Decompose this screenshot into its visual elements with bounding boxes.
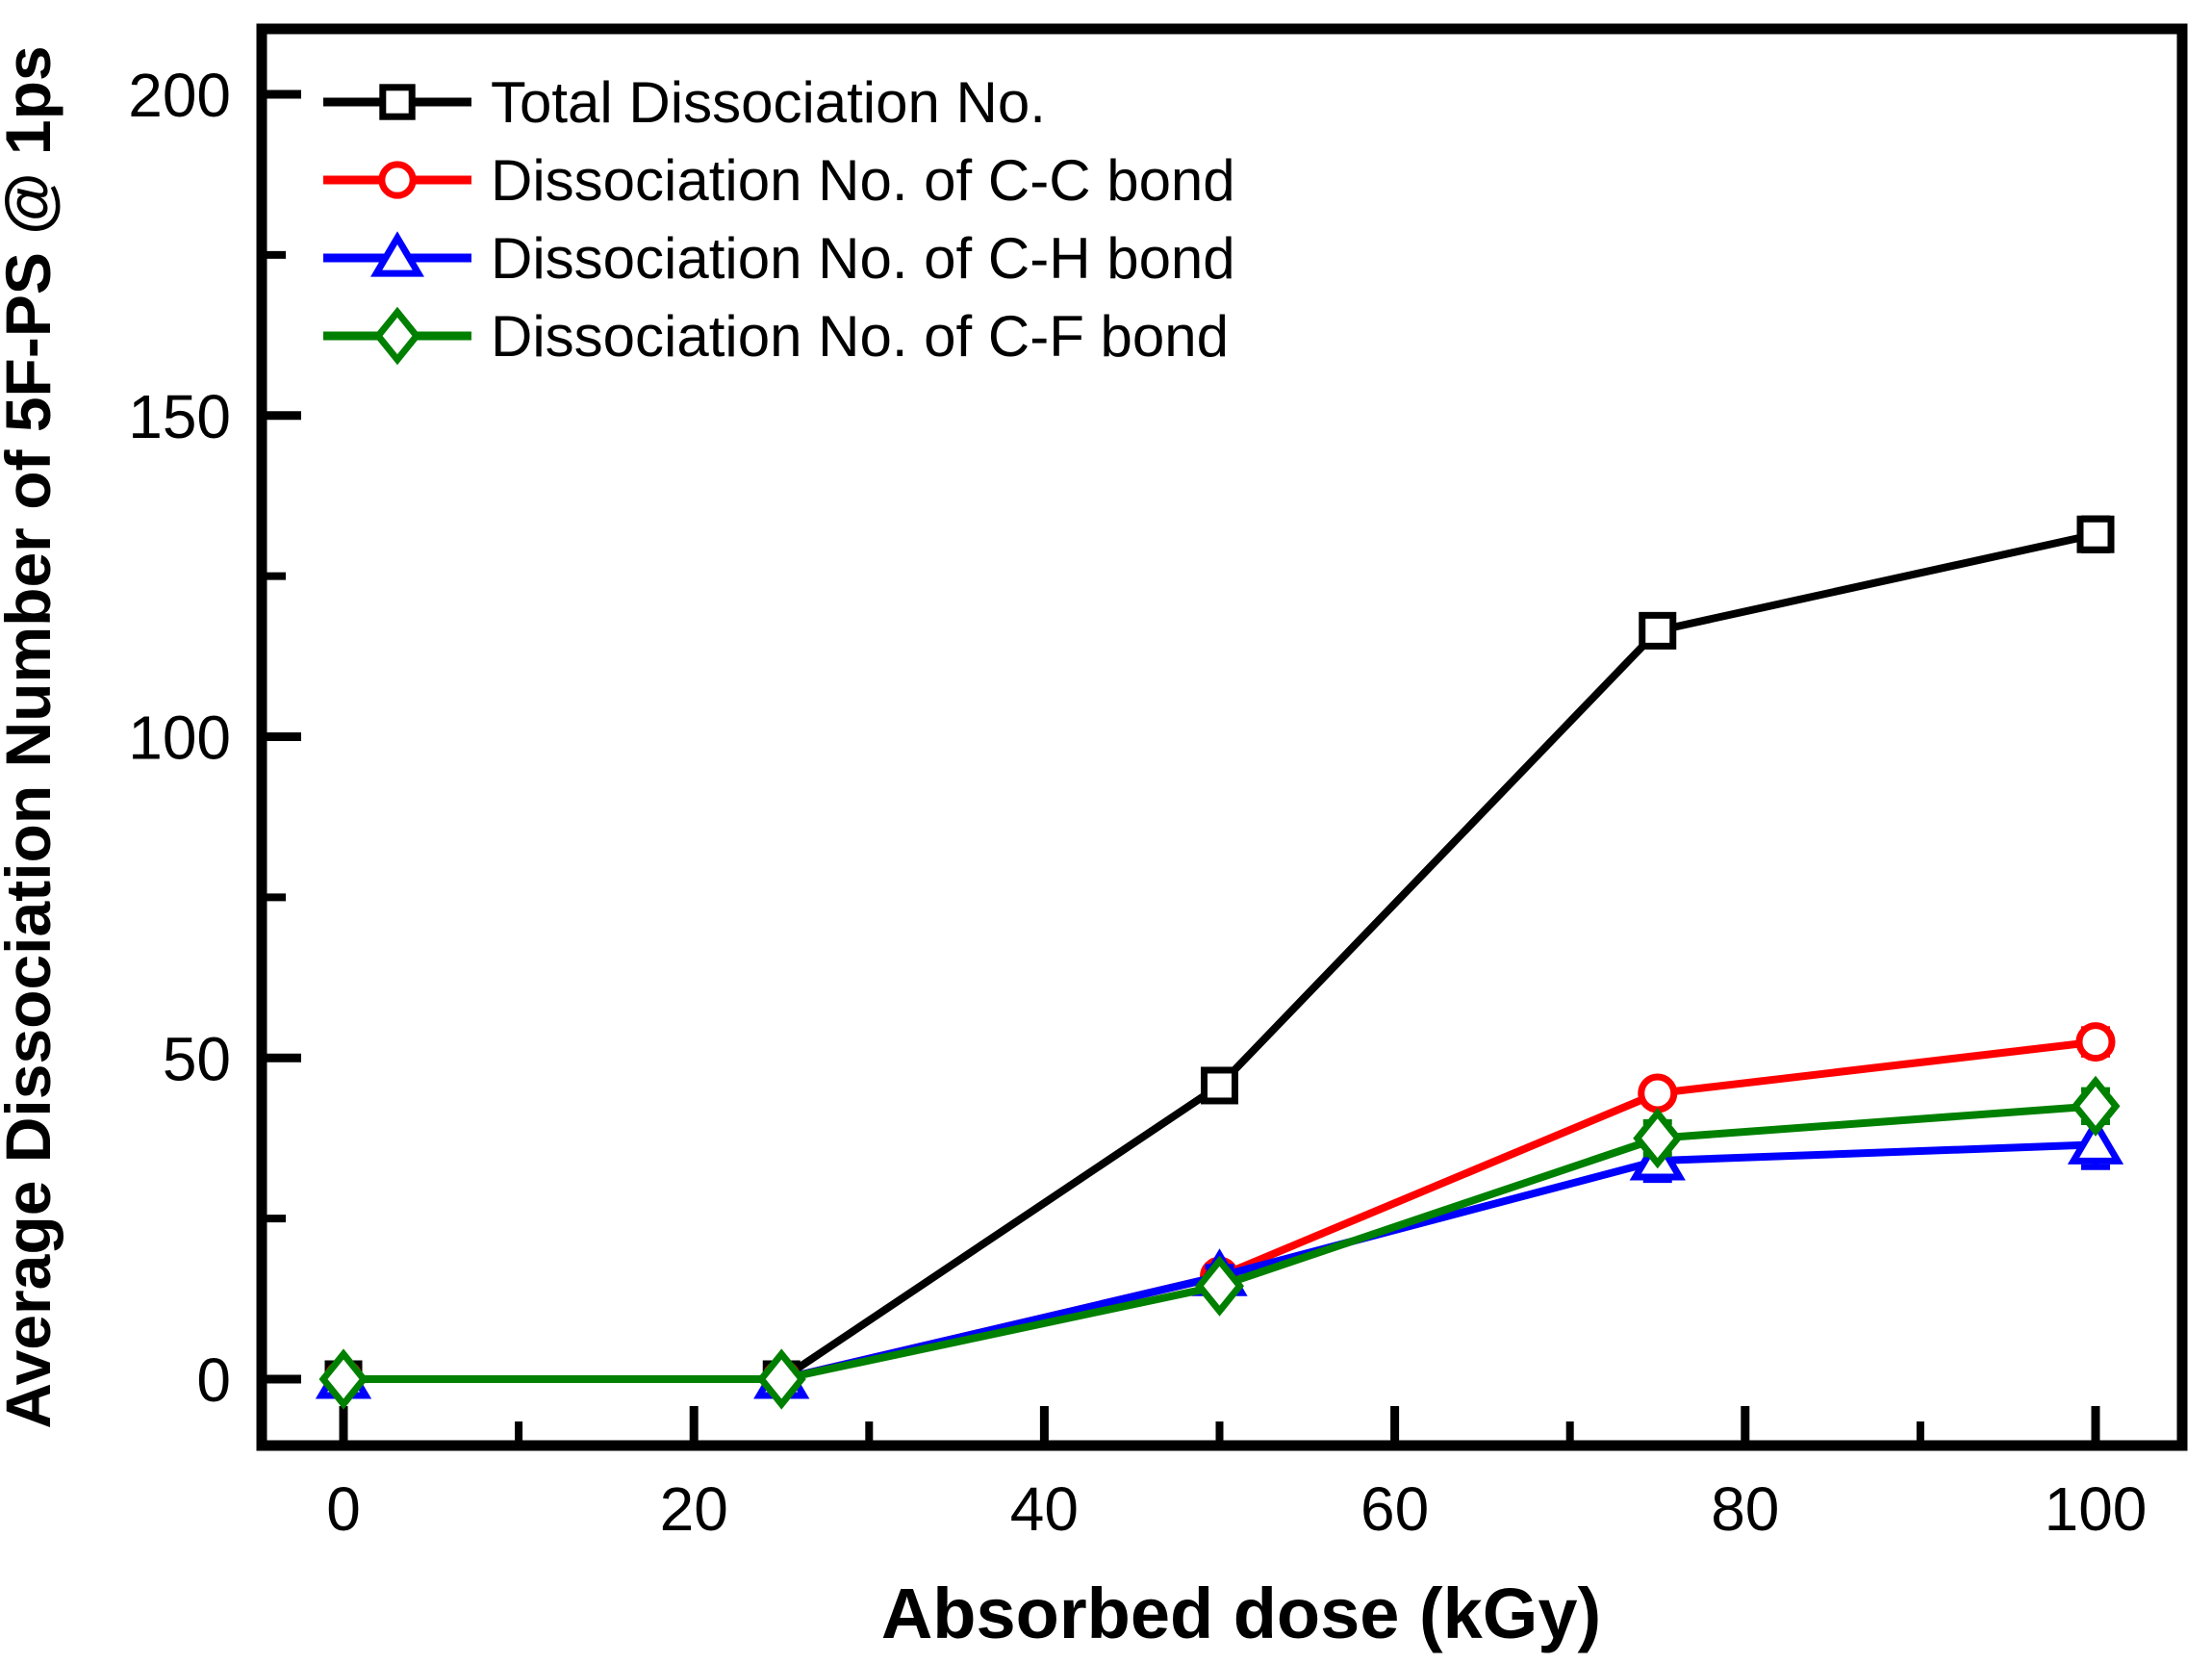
legend-label: Total Dissociation No.	[491, 70, 1046, 135]
square-marker	[1639, 611, 1677, 650]
y-tick-label: 200	[128, 61, 231, 130]
triangle-marker	[370, 231, 424, 277]
x-tick-label: 0	[326, 1474, 361, 1544]
diamond-marker	[1633, 1108, 1683, 1169]
x-tick-label: 80	[1711, 1474, 1779, 1544]
legend-item: Dissociation No. of C-H bond	[323, 226, 1235, 291]
square-marker	[1201, 1066, 1238, 1105]
legend: Total Dissociation No. Dissociation No. o…	[323, 70, 1235, 369]
square-marker	[379, 84, 416, 120]
x-tick-label: 100	[2045, 1474, 2148, 1544]
x-axis-title: Absorbed dose (kGy)	[881, 1574, 1601, 1653]
diamond-marker	[1195, 1255, 1244, 1317]
series-diamond	[318, 1075, 2121, 1410]
legend-item: Dissociation No. of C-F bond	[323, 304, 1229, 369]
legend-item: Dissociation No. of C-C bond	[323, 148, 1235, 213]
diamond-marker	[756, 1348, 806, 1410]
x-tick-label: 40	[1010, 1474, 1079, 1544]
y-tick-label: 50	[163, 1024, 231, 1093]
circle-marker	[378, 161, 417, 199]
plot-frame	[256, 23, 2188, 1451]
legend-item: Total Dissociation No.	[323, 70, 1046, 135]
y-tick-label: 0	[196, 1345, 231, 1415]
legend-label: Dissociation No. of C-F bond	[491, 304, 1229, 369]
triangle-marker	[2067, 1116, 2124, 1165]
x-tick-label: 60	[1360, 1474, 1429, 1544]
y-tick-label: 100	[128, 704, 231, 773]
circle-marker	[1638, 1073, 1678, 1114]
diamond-marker	[318, 1348, 369, 1410]
axes: 0 20 40 60 80 100 0 50 100 150 200	[128, 61, 2147, 1544]
square-marker	[2076, 515, 2115, 553]
legend-label: Dissociation No. of C-H bond	[491, 226, 1235, 291]
diamond-marker	[2071, 1075, 2121, 1137]
diamond-marker	[373, 306, 421, 366]
legend-label: Dissociation No. of C-C bond	[491, 148, 1235, 213]
x-tick-label: 20	[660, 1474, 728, 1544]
circle-marker	[2075, 1022, 2116, 1062]
y-tick-label: 150	[128, 382, 231, 451]
y-axis-title: Average Dissociation Number of 5F-PS @ 1…	[0, 45, 64, 1428]
